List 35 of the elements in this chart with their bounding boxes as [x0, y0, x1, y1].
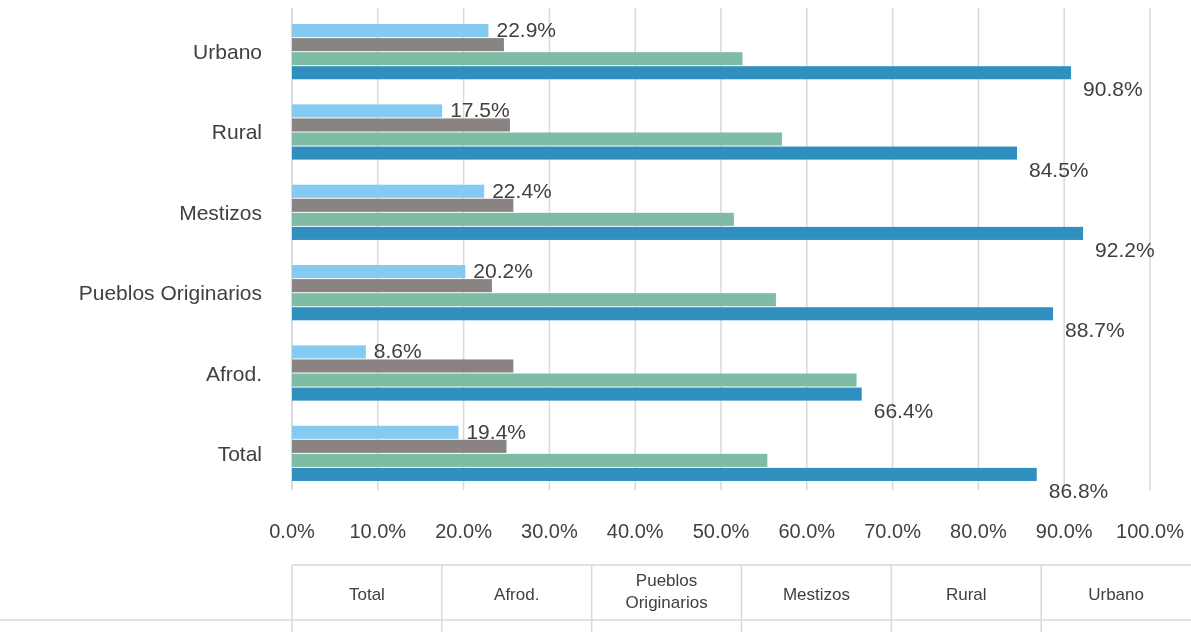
- x-tick-label: 30.0%: [521, 520, 578, 542]
- data-label: 8.6%: [373, 339, 422, 363]
- data-label: 20.2%: [473, 259, 533, 283]
- category-label: Rural: [945, 585, 987, 604]
- y-tick-label: Urbano: [193, 40, 262, 64]
- category-label: Mestizos: [782, 585, 850, 604]
- category-label: Pueblos Originarios: [625, 571, 708, 612]
- x-tick-label: 0.0%: [269, 520, 316, 542]
- y-tick-label: Rural: [211, 120, 262, 144]
- data-label: 88.7%: [1065, 318, 1125, 342]
- data-label: 92.2%: [1095, 237, 1155, 261]
- category-label: Afrod.: [494, 585, 540, 604]
- y-tick-label: Total: [217, 441, 262, 465]
- y-tick-label: Pueblos Originarios: [78, 281, 262, 305]
- x-tick-label: 60.0%: [778, 520, 836, 542]
- x-tick-label: 40.0%: [606, 520, 664, 542]
- data-label: 66.4%: [873, 398, 934, 422]
- x-tick-label: 70.0%: [864, 520, 922, 542]
- data-label: 84.5%: [1029, 157, 1089, 181]
- data-label: 17.5%: [450, 98, 510, 122]
- data-label: 19.4%: [466, 419, 526, 443]
- x-tick-label: 50.0%: [692, 520, 750, 542]
- x-tick-label: 80.0%: [950, 520, 1007, 542]
- y-tick-label: Afrod.: [205, 361, 262, 385]
- data-label: 22.9%: [496, 18, 557, 42]
- data-label: 22.4%: [492, 178, 552, 202]
- x-tick-label: 100.0%: [1116, 520, 1185, 542]
- category-label: Total: [348, 585, 385, 604]
- x-tick-label: 20.0%: [435, 520, 493, 542]
- y-tick-label: Mestizos: [179, 200, 262, 224]
- x-tick-label: 90.0%: [1035, 520, 1093, 542]
- data-label: 90.8%: [1083, 77, 1143, 101]
- category-label: Urbano: [1088, 585, 1144, 604]
- x-tick-label: 10.0%: [349, 520, 407, 542]
- data-label: 86.8%: [1048, 478, 1109, 502]
